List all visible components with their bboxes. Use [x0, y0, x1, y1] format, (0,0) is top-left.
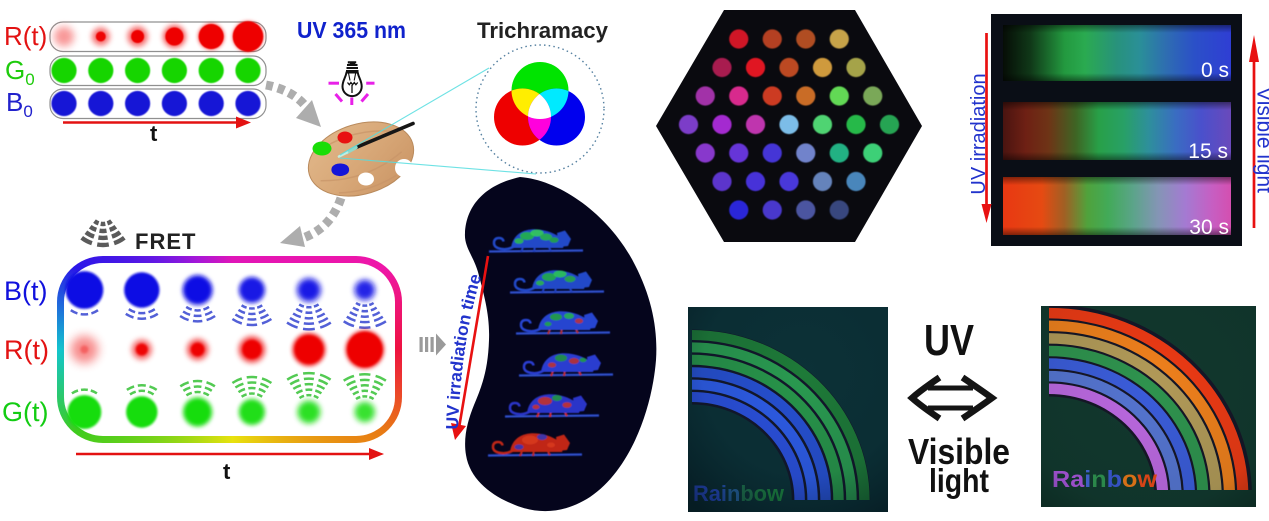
svg-text:t: t — [150, 121, 158, 146]
svg-text:Trichramacy: Trichramacy — [477, 18, 609, 43]
svg-text:UV irradiation: UV irradiation — [968, 73, 990, 194]
svg-text:UV: UV — [924, 316, 975, 365]
svg-text:FRET: FRET — [135, 229, 196, 254]
svg-text:B(t): B(t) — [4, 276, 48, 306]
svg-text:15 s: 15 s — [1188, 140, 1228, 163]
svg-text:0 s: 0 s — [1201, 59, 1229, 82]
svg-text:R(t): R(t) — [4, 335, 49, 365]
svg-text:UV 365 nm: UV 365 nm — [297, 17, 406, 43]
svg-text:light: light — [929, 462, 989, 499]
svg-text:B0: B0 — [6, 87, 33, 121]
svg-text:G(t): G(t) — [2, 397, 49, 427]
svg-text:G0: G0 — [5, 55, 35, 89]
svg-text:t: t — [223, 459, 231, 484]
svg-text:30 s: 30 s — [1189, 216, 1229, 239]
svg-text:R(t): R(t) — [4, 21, 47, 51]
svg-text:Visible: Visible — [908, 431, 1010, 472]
svg-text:Visible light: Visible light — [1253, 87, 1269, 193]
